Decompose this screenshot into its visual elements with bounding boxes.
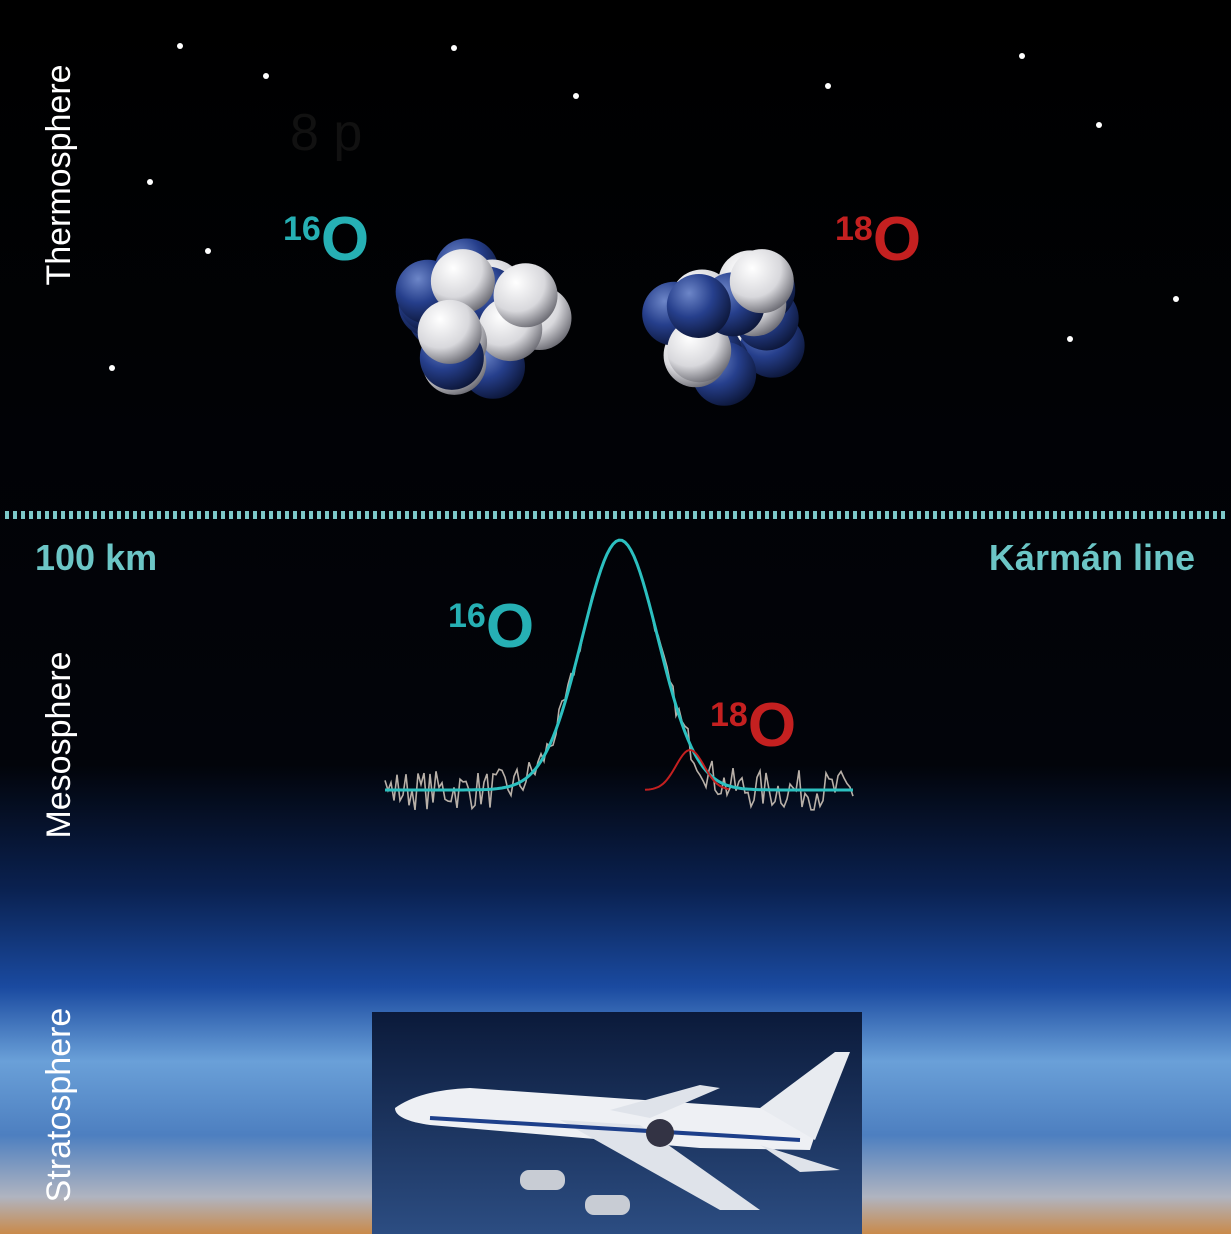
star	[263, 73, 269, 79]
star	[451, 45, 457, 51]
mass-number: 18	[835, 210, 873, 248]
nucleon	[730, 249, 794, 313]
star	[147, 179, 153, 185]
star	[573, 93, 579, 99]
star	[1096, 122, 1102, 128]
element-symbol: O	[486, 592, 534, 661]
nucleon	[667, 274, 731, 338]
mass-number: 18	[710, 696, 748, 734]
mass-number: 16	[283, 210, 321, 248]
nucleon	[418, 300, 482, 364]
altitude-label: 100 km	[35, 537, 157, 578]
star	[1173, 296, 1179, 302]
layer-label: Stratosphere	[40, 1008, 78, 1203]
layer-label: Mesosphere	[40, 651, 78, 838]
element-symbol: O	[321, 205, 369, 274]
star	[1019, 53, 1025, 59]
nucleon	[494, 263, 558, 327]
star	[177, 43, 183, 49]
mass-number: 16	[448, 597, 486, 635]
element-symbol: O	[748, 691, 796, 760]
layer-label: Thermosphere	[40, 64, 78, 285]
star	[109, 365, 115, 371]
element-symbol: O	[873, 205, 921, 274]
boundary-label: Kármán line	[989, 537, 1195, 578]
illustration: 8 p Thermosphere Mesosphere Stratosphere…	[0, 0, 1231, 1234]
star	[1067, 336, 1073, 342]
faint-text: 8 p	[290, 104, 362, 162]
page: {"layers": ["Thermosphere", "Mesosphere"…	[0, 0, 1231, 1234]
star	[205, 248, 211, 254]
aircraft-photo	[372, 1012, 862, 1234]
star	[825, 83, 831, 89]
